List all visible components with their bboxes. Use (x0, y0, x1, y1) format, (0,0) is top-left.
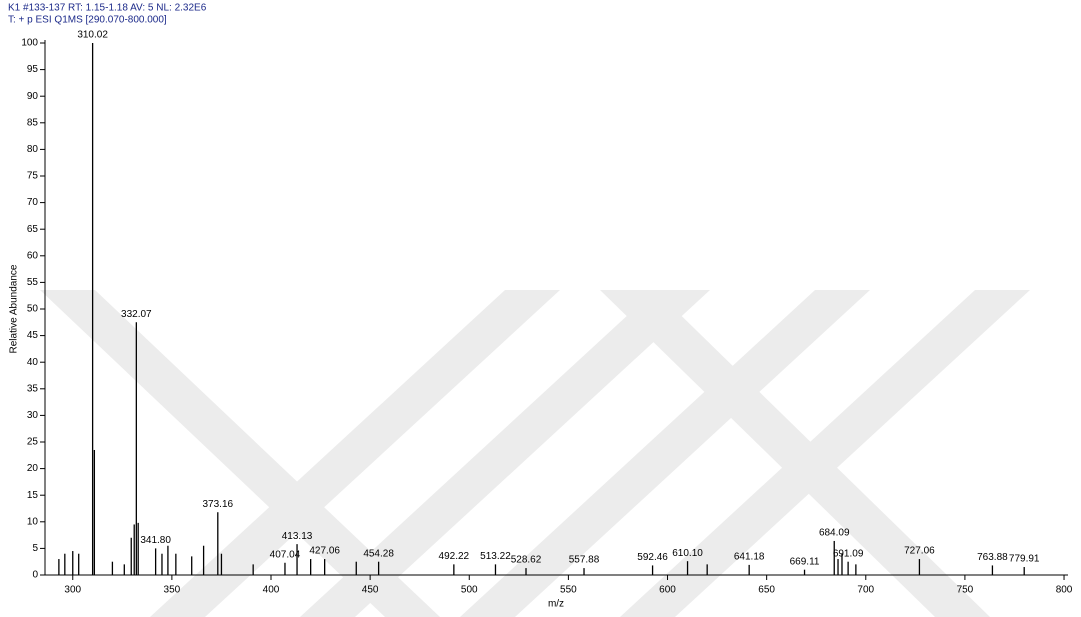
y-tick-label: 55 (27, 277, 39, 288)
peak-label: 373.16 (203, 499, 234, 510)
x-tick-label: 300 (64, 585, 81, 596)
y-tick-label: 90 (27, 91, 39, 102)
watermark-stroke (150, 290, 560, 617)
peak-label: 528.62 (511, 555, 542, 566)
y-tick-label: 10 (27, 516, 39, 527)
peak-label: 592.46 (637, 552, 668, 563)
peak-label: 691.09 (833, 548, 864, 559)
peak-label: 610.10 (672, 548, 703, 559)
peak-label: 332.07 (121, 309, 152, 320)
peak-label: 779.91 (1009, 554, 1040, 565)
peak-label: 669.11 (790, 556, 820, 567)
peak-label: 310.02 (77, 30, 108, 41)
y-axis-label: Relative Abundance (9, 264, 20, 353)
y-tick-label: 15 (27, 490, 39, 501)
y-tick-label: 35 (27, 383, 39, 394)
watermark-stroke (600, 290, 990, 617)
header-line: T: + p ESI Q1MS [290.070-800.000] (8, 15, 167, 26)
x-tick-label: 550 (560, 585, 577, 596)
peak-label: 413.13 (282, 531, 313, 542)
peak-label: 513.22 (480, 551, 511, 562)
peak-label: 727.06 (904, 546, 935, 557)
watermark-stroke (300, 290, 710, 617)
y-tick-label: 45 (27, 330, 39, 341)
peak-label: 684.09 (819, 528, 850, 539)
x-tick-label: 400 (263, 585, 280, 596)
x-axis-label: m/z (548, 599, 564, 610)
peak-label: 454.28 (363, 548, 394, 559)
y-tick-label: 100 (21, 38, 38, 49)
y-tick-label: 60 (27, 250, 39, 261)
x-tick-label: 350 (164, 585, 181, 596)
watermark-stroke (40, 290, 440, 617)
y-tick-label: 5 (32, 543, 38, 554)
y-tick-label: 80 (27, 144, 39, 155)
peak-label: 557.88 (569, 555, 600, 566)
watermark-stroke (460, 290, 870, 617)
y-tick-label: 0 (32, 570, 38, 581)
y-tick-label: 95 (27, 64, 39, 75)
watermark-stroke (620, 290, 1030, 617)
peak-label: 641.18 (734, 552, 765, 563)
y-tick-label: 30 (27, 410, 39, 421)
y-tick-label: 20 (27, 463, 39, 474)
y-tick-label: 25 (27, 437, 39, 448)
x-tick-label: 800 (1056, 585, 1073, 596)
x-tick-label: 650 (758, 585, 775, 596)
x-tick-label: 600 (659, 585, 676, 596)
peak-label: 492.22 (439, 551, 470, 562)
x-tick-label: 500 (461, 585, 478, 596)
x-tick-label: 750 (957, 585, 974, 596)
x-tick-label: 700 (857, 585, 874, 596)
y-tick-label: 70 (27, 197, 39, 208)
peak-label: 427.06 (309, 546, 340, 557)
watermark (40, 290, 1030, 617)
peak-label: 341.80 (140, 535, 171, 546)
y-tick-label: 50 (27, 304, 39, 315)
header-line: K1 #133-137 RT: 1.15-1.18 AV: 5 NL: 2.32… (8, 3, 207, 14)
y-tick-label: 85 (27, 117, 39, 128)
y-tick-label: 65 (27, 224, 39, 235)
x-tick-label: 450 (362, 585, 379, 596)
y-tick-label: 40 (27, 357, 39, 368)
peak-label: 407.04 (270, 549, 301, 560)
peak-label: 763.88 (977, 552, 1008, 563)
y-tick-label: 75 (27, 171, 39, 182)
